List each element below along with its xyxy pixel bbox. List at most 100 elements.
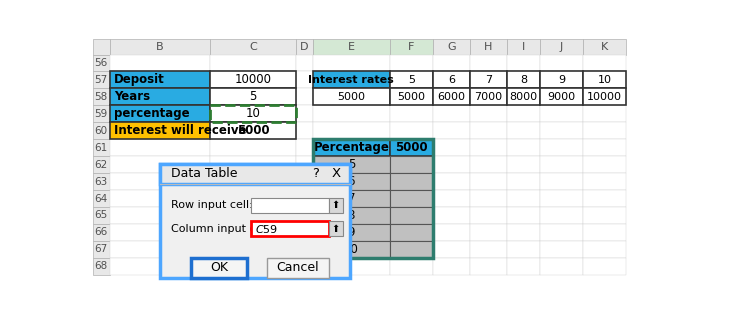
- Bar: [539, 122, 583, 139]
- Bar: [470, 207, 507, 224]
- Bar: [433, 122, 470, 139]
- Bar: [210, 88, 295, 105]
- Text: I: I: [522, 42, 525, 52]
- Bar: [390, 88, 433, 105]
- Bar: [312, 105, 390, 122]
- Bar: [470, 190, 507, 207]
- Bar: [390, 190, 433, 207]
- Bar: [92, 54, 110, 71]
- Bar: [433, 190, 470, 207]
- Bar: [470, 139, 507, 156]
- Text: ⬆: ⬆: [332, 224, 340, 233]
- Bar: [583, 39, 627, 54]
- Bar: [507, 139, 539, 156]
- Bar: [390, 190, 433, 207]
- Bar: [312, 156, 390, 173]
- Bar: [470, 54, 507, 71]
- Bar: [470, 88, 507, 105]
- Text: K: K: [601, 42, 608, 52]
- Text: E: E: [348, 42, 355, 52]
- Text: 60: 60: [95, 126, 107, 136]
- Bar: [507, 54, 539, 71]
- Text: 62: 62: [95, 160, 107, 170]
- Bar: [92, 190, 110, 207]
- Bar: [295, 207, 312, 224]
- Bar: [390, 71, 433, 88]
- Bar: [312, 190, 390, 207]
- Text: Column input cell:: Column input cell:: [171, 224, 272, 233]
- Text: Data Table: Data Table: [171, 167, 238, 180]
- Bar: [390, 139, 433, 156]
- Bar: [210, 258, 295, 275]
- Text: 5: 5: [408, 75, 415, 85]
- Bar: [539, 139, 583, 156]
- Text: 68: 68: [95, 261, 107, 271]
- Bar: [210, 190, 295, 207]
- Bar: [312, 207, 390, 224]
- Bar: [110, 156, 210, 173]
- Text: 6: 6: [348, 175, 355, 188]
- Bar: [110, 190, 210, 207]
- Bar: [110, 71, 210, 88]
- Bar: [92, 105, 110, 122]
- Bar: [470, 71, 507, 88]
- Bar: [312, 241, 390, 258]
- Bar: [583, 258, 627, 275]
- Bar: [507, 241, 539, 258]
- Text: Interest rates: Interest rates: [309, 75, 394, 85]
- Bar: [210, 54, 295, 71]
- Bar: [312, 207, 390, 224]
- Bar: [433, 54, 470, 71]
- Bar: [390, 241, 433, 258]
- Text: D: D: [300, 42, 309, 52]
- Bar: [507, 224, 539, 241]
- Text: 7000: 7000: [474, 92, 502, 102]
- Bar: [539, 88, 583, 105]
- Bar: [470, 258, 507, 275]
- Text: ⬆: ⬆: [332, 200, 340, 211]
- Text: C: C: [249, 42, 257, 52]
- Bar: [110, 88, 210, 105]
- Text: 5000: 5000: [395, 141, 428, 154]
- Bar: [470, 105, 507, 122]
- Bar: [390, 122, 433, 139]
- Text: 8000: 8000: [509, 92, 537, 102]
- Bar: [507, 173, 539, 190]
- Text: 66: 66: [95, 228, 107, 237]
- Bar: [92, 39, 110, 54]
- Bar: [433, 88, 470, 105]
- Bar: [110, 122, 210, 139]
- Bar: [539, 241, 583, 258]
- Bar: [312, 241, 390, 258]
- Text: Interest will receive: Interest will receive: [114, 124, 246, 137]
- Bar: [210, 122, 295, 139]
- Bar: [110, 105, 210, 122]
- Bar: [433, 241, 470, 258]
- Text: 63: 63: [95, 177, 107, 186]
- Text: B: B: [156, 42, 164, 52]
- Bar: [210, 241, 295, 258]
- Bar: [433, 71, 470, 88]
- Text: 10: 10: [598, 75, 612, 85]
- Bar: [210, 105, 295, 122]
- Bar: [295, 39, 312, 54]
- Bar: [539, 71, 583, 88]
- Bar: [210, 207, 295, 224]
- Bar: [390, 39, 433, 54]
- Bar: [390, 105, 433, 122]
- Text: 65: 65: [95, 211, 107, 220]
- Text: 9: 9: [558, 75, 565, 85]
- Bar: [583, 190, 627, 207]
- Text: Row input cell:: Row input cell:: [171, 200, 252, 211]
- Bar: [539, 39, 583, 54]
- Bar: [390, 258, 433, 275]
- Bar: [507, 156, 539, 173]
- Bar: [312, 54, 390, 71]
- Bar: [470, 88, 507, 105]
- Text: Cancel: Cancel: [277, 261, 319, 274]
- Bar: [295, 258, 312, 275]
- Bar: [92, 241, 110, 258]
- Bar: [210, 71, 295, 88]
- Bar: [470, 156, 507, 173]
- Bar: [295, 122, 312, 139]
